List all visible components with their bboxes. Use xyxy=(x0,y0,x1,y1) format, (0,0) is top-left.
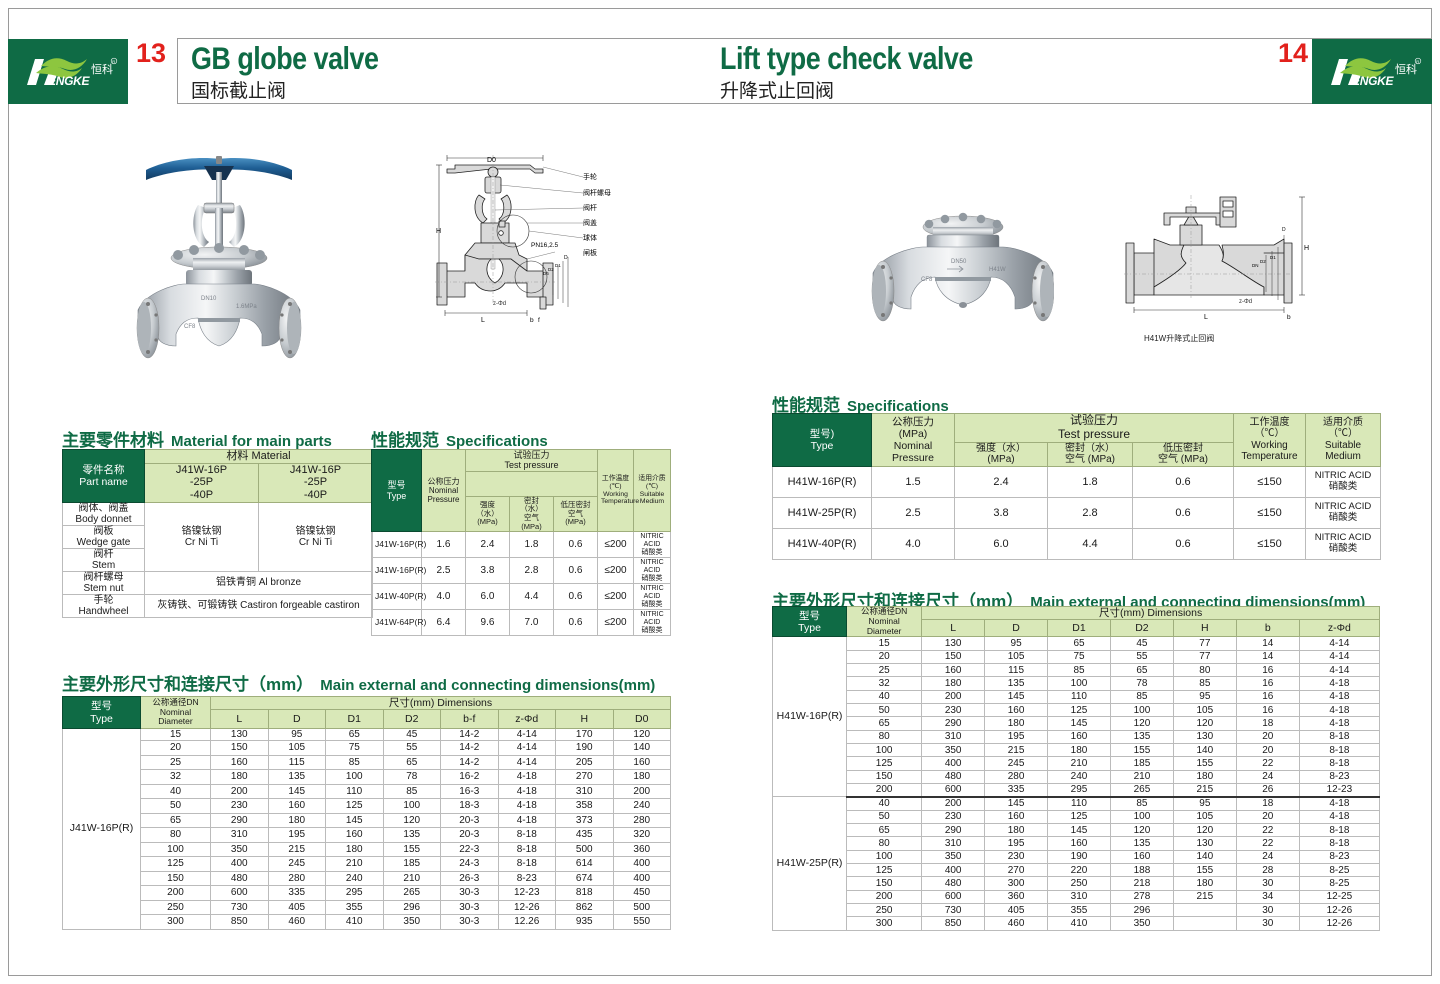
svg-text:D1: D1 xyxy=(555,263,561,268)
svg-text:H41W升降式止回阀: H41W升降式止回阀 xyxy=(1144,333,1214,343)
svg-text:H: H xyxy=(1304,245,1309,252)
svg-text:D2: D2 xyxy=(1260,259,1266,264)
svg-text:阀盖: 阀盖 xyxy=(583,218,597,227)
svg-text:f: f xyxy=(538,317,540,324)
svg-text:DN10: DN10 xyxy=(201,296,217,302)
svg-text:z-Φd: z-Φd xyxy=(493,301,506,307)
svg-text:D0: D0 xyxy=(487,157,496,164)
svg-text:H41W: H41W xyxy=(989,267,1006,273)
svg-text:CF8: CF8 xyxy=(921,277,933,283)
svg-text:阀杆: 阀杆 xyxy=(583,203,597,212)
svg-text:ENGKE: ENGKE xyxy=(48,74,90,88)
svg-text:PN16,2.5: PN16,2.5 xyxy=(531,242,558,249)
svg-text:DN50: DN50 xyxy=(951,259,967,265)
svg-text:1.6MPa: 1.6MPa xyxy=(236,304,257,310)
svg-text:球体: 球体 xyxy=(583,233,597,242)
svg-text:D2: D2 xyxy=(548,267,554,272)
svg-text:z-Φd: z-Φd xyxy=(1239,299,1252,305)
svg-text:恒科: 恒科 xyxy=(91,62,113,76)
svg-text:闸板: 闸板 xyxy=(583,248,597,257)
svg-text:L: L xyxy=(481,317,485,324)
svg-text:b: b xyxy=(1287,314,1291,321)
svg-text:L: L xyxy=(1204,314,1208,321)
svg-text:b: b xyxy=(530,317,534,324)
svg-text:CF8: CF8 xyxy=(184,324,196,330)
svg-text:R: R xyxy=(112,59,115,64)
svg-text:D1: D1 xyxy=(1270,255,1276,260)
svg-text:手轮: 手轮 xyxy=(583,172,597,181)
svg-text:D: D xyxy=(564,255,568,261)
svg-text:H: H xyxy=(436,228,441,235)
svg-text:阀杆螺母: 阀杆螺母 xyxy=(583,188,611,197)
svg-text:DN: DN xyxy=(1252,263,1259,268)
svg-text:D: D xyxy=(1282,227,1286,233)
